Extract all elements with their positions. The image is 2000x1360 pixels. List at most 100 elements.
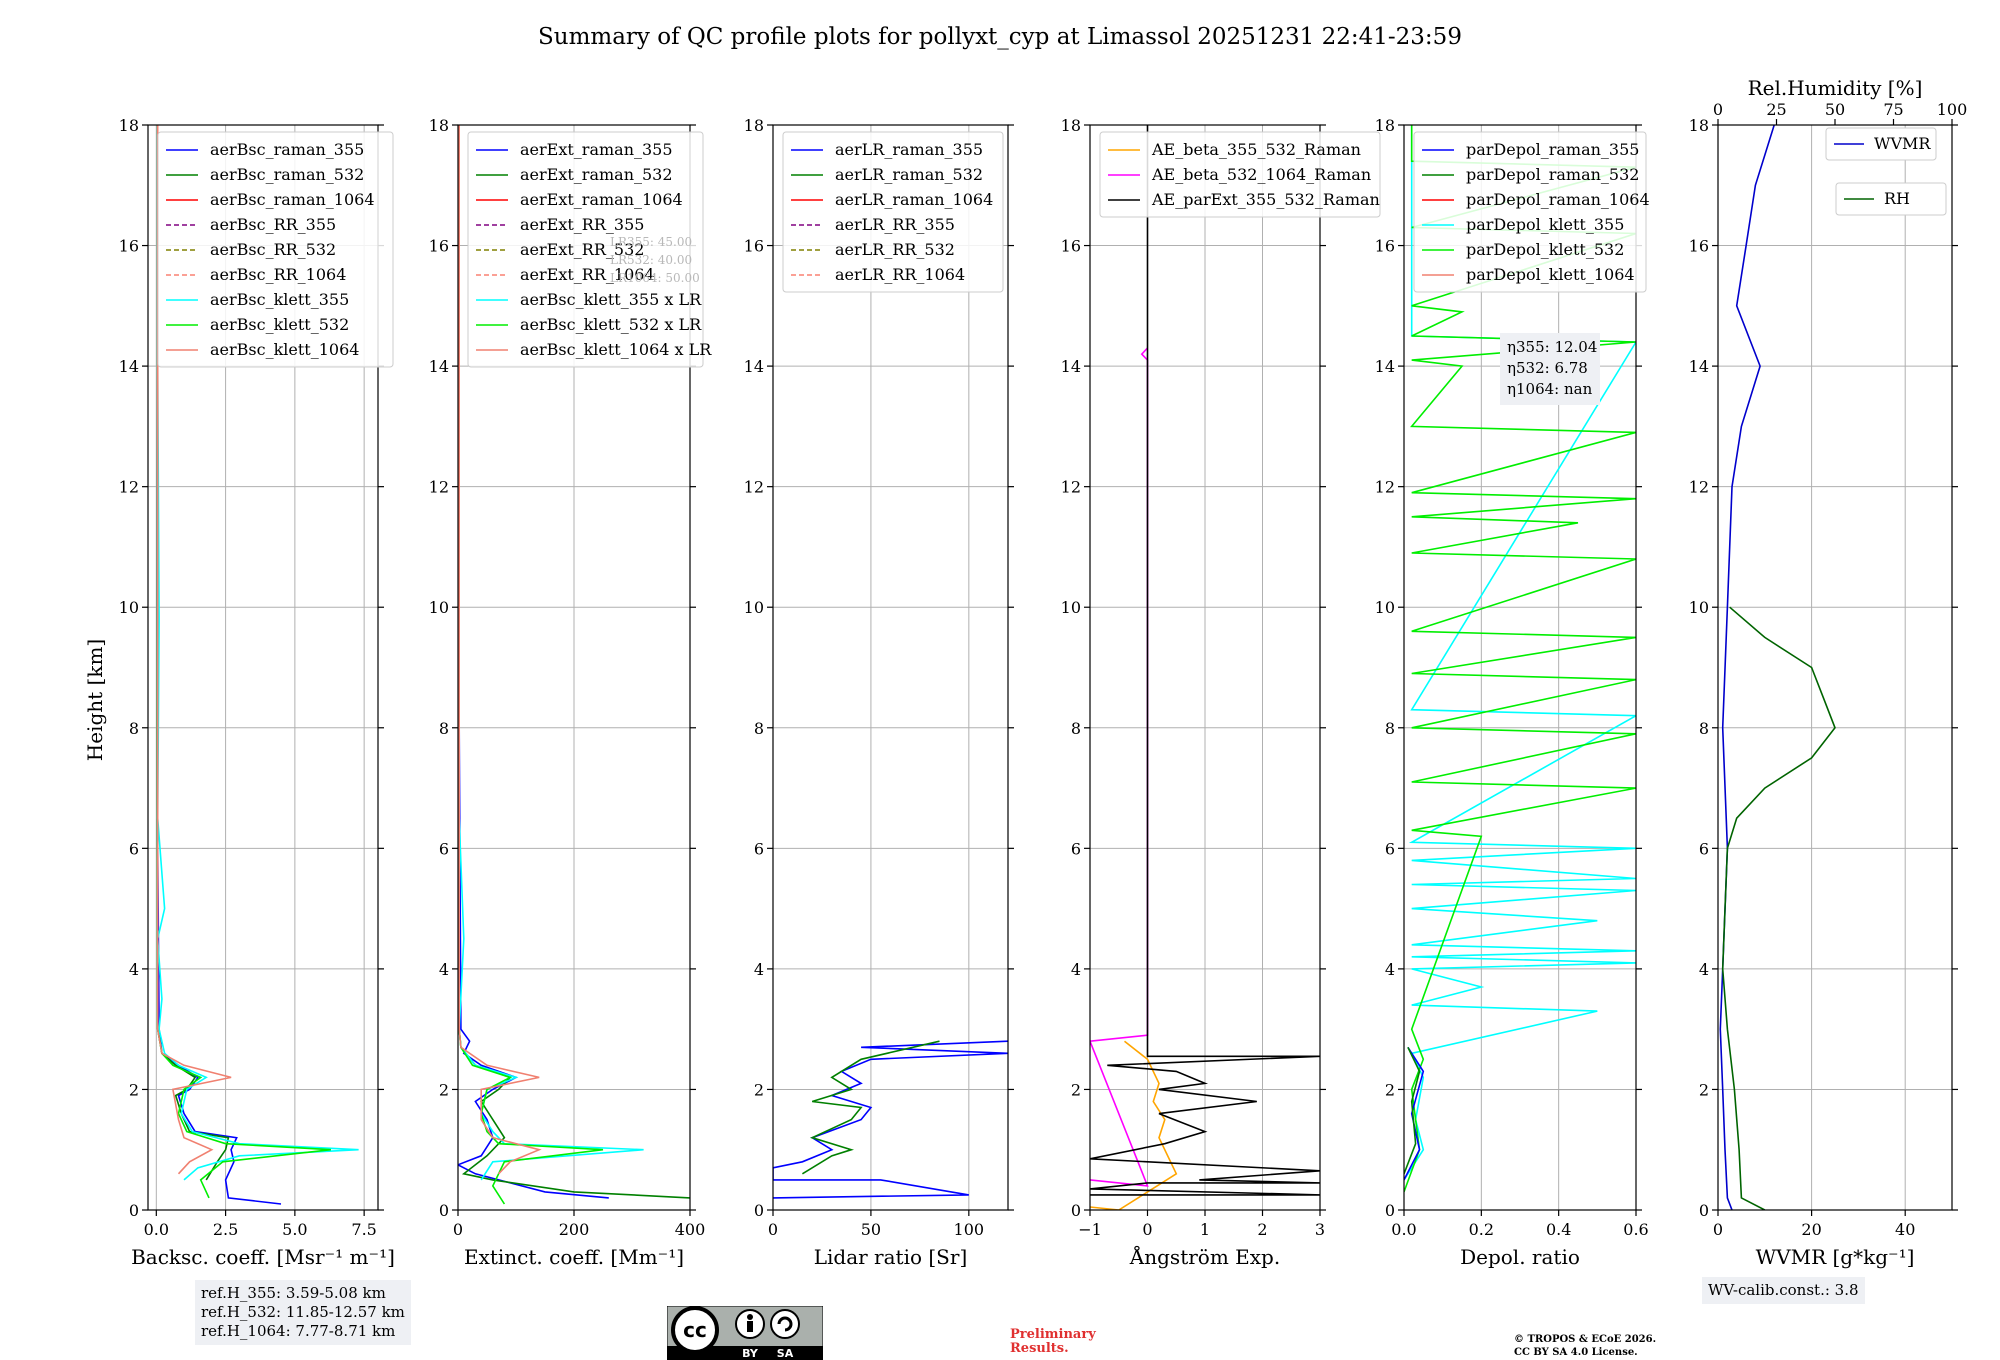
panel-depol: 0 2 4 6 8 10 12 14 16 18 0.0 0.2 0.4 0.6 Depol. ratio p… <box>1375 116 1650 1269</box>
legend-label: parDepol_raman_1064 <box>1466 190 1650 209</box>
y-tick-label: 2 <box>1071 1080 1081 1099</box>
legend-label: aerBsc_raman_532 <box>210 165 364 184</box>
y-tick-label: 2 <box>1385 1080 1395 1099</box>
x-axis-label: Lidar ratio [Sr] <box>814 1245 968 1269</box>
eta-label: η355: 12.04 <box>1507 338 1597 356</box>
legend-label: aerBsc_RR_355 <box>210 215 336 234</box>
y-tick-label: 0 <box>1699 1201 1709 1220</box>
legend-label: RH <box>1884 189 1910 208</box>
x-tick-label: 5.0 <box>282 1220 307 1239</box>
axes-frame <box>1717 124 1953 1211</box>
y-tick-label: 10 <box>429 598 449 617</box>
y-tick-label: 12 <box>119 478 139 497</box>
y-tick-label: 4 <box>439 960 449 979</box>
y-tick-label: 14 <box>1375 357 1395 376</box>
y-tick-label: 10 <box>119 598 139 617</box>
x-tick-label: 0.6 <box>1623 1220 1648 1239</box>
x-tick-label: 50 <box>861 1220 881 1239</box>
legend-label: aerExt_raman_355 <box>520 140 673 159</box>
y-tick-label: 8 <box>1071 719 1081 738</box>
x-tick-label: 1 <box>1200 1220 1210 1239</box>
legend-box <box>782 131 1004 293</box>
y-tick-label: 6 <box>1071 839 1081 858</box>
preliminary-line-1: Preliminary <box>1010 1327 1096 1342</box>
preliminary-line-2: Results. <box>1010 1341 1069 1356</box>
cc-by-label: BY <box>742 1347 759 1360</box>
lr-label: LR355: 45.00 <box>610 235 692 249</box>
copyright-line-1: © TROPOS & ECoE 2026. <box>1514 1334 1657 1345</box>
legend-box <box>1099 131 1381 218</box>
y-tick-label: 4 <box>1385 960 1395 979</box>
y-tick-label: 8 <box>754 719 764 738</box>
series-aerExt_raman_355 <box>458 125 609 1199</box>
legend-label: parDepol_raman_355 <box>1466 140 1639 159</box>
legend-label: aerBsc_raman_1064 <box>210 190 375 209</box>
eta-label: η1064: nan <box>1507 380 1593 398</box>
y-tick-label: 8 <box>129 719 139 738</box>
y-tick-label: 16 <box>744 237 764 256</box>
y-tick-label: 6 <box>129 839 139 858</box>
legend-label: aerBsc_klett_532 x LR <box>520 315 702 334</box>
y-tick-label: 10 <box>744 598 764 617</box>
legend-label: aerBsc_klett_1064 x LR <box>520 340 712 359</box>
legend-label: aerBsc_raman_355 <box>210 140 364 159</box>
x-tick-label: 2 <box>1257 1220 1267 1239</box>
x-tick-label: 0 <box>1713 1220 1723 1239</box>
y-tick-label: 14 <box>1061 357 1081 376</box>
y-tick-label: 6 <box>439 839 449 858</box>
panel-backscatter: 0 2 4 6 8 10 12 14 16 18 0.0 2.5 5.0 7.5 Backsc. coeff… <box>119 116 395 1269</box>
y-tick-label: 10 <box>1689 598 1709 617</box>
x-tick-label: 20 <box>1801 1220 1821 1239</box>
legend-box <box>467 131 704 368</box>
y-tick-label: 18 <box>1689 116 1709 135</box>
y-tick-label: 16 <box>119 237 139 256</box>
wv-calib-box: WV-calib.const.: 3.8 <box>1702 1277 1865 1304</box>
x-tick-label: 0 <box>453 1220 463 1239</box>
series-group <box>156 125 359 1205</box>
series-aerBsc_klett_1064 <box>156 125 232 1175</box>
legend-label: AE_beta_355_532_Raman <box>1151 140 1361 159</box>
y-tick-label: 0 <box>129 1201 139 1220</box>
ref-height-532: ref.H_532: 11.85-12.57 km <box>201 1303 405 1321</box>
y-tick-label: 18 <box>119 116 139 135</box>
x-tick-label: 0.4 <box>1546 1220 1571 1239</box>
legend-box <box>1825 127 1937 161</box>
y-tick-label: 10 <box>1375 598 1395 617</box>
series-parDepol_klett_532 <box>1404 125 1636 1193</box>
y-tick-label: 12 <box>1689 478 1709 497</box>
panel-lidar_ratio: 0 2 4 6 8 10 12 14 16 18 0 50 100 Lidar ratio [Sr] aer… <box>744 116 1014 1269</box>
y-tick-label: 8 <box>1385 719 1395 738</box>
ref-height-355: ref.H_355: 3.59-5.08 km <box>201 1284 386 1302</box>
y-tick-label: 14 <box>429 357 449 376</box>
series-AE_beta_532_1064_Raman <box>1090 347 1149 1187</box>
x2-tick-label: 75 <box>1883 100 1903 119</box>
y-tick-label: 8 <box>1699 719 1709 738</box>
x-tick-label: 40 <box>1895 1220 1915 1239</box>
legend-label: parDepol_klett_1064 <box>1466 265 1635 284</box>
x-tick-label: 3 <box>1315 1220 1325 1239</box>
legend-box <box>157 131 394 368</box>
eta-label: η532: 6.78 <box>1507 359 1588 377</box>
legend-label: aerBsc_klett_1064 <box>210 340 359 359</box>
legend-label: aerExt_raman_1064 <box>520 190 683 209</box>
legend-label: aerLR_RR_532 <box>835 240 955 259</box>
copyright-line-2: CC BY SA 4.0 License. <box>1514 1347 1638 1358</box>
y-tick-label: 12 <box>1061 478 1081 497</box>
svg-text:cc: cc <box>683 1318 707 1342</box>
y-tick-label: 16 <box>1061 237 1081 256</box>
y-tick-label: 18 <box>429 116 449 135</box>
legend-label: aerBsc_klett_532 <box>210 315 349 334</box>
x-axis-label: Depol. ratio <box>1460 1245 1580 1269</box>
y-tick-label: 4 <box>129 960 139 979</box>
legend-label: aerLR_raman_532 <box>835 165 983 184</box>
legend-label: parDepol_klett_355 <box>1466 215 1624 234</box>
y-tick-label: 0 <box>754 1201 764 1220</box>
series-group <box>1090 125 1320 1210</box>
lr-label: LR1064: 50.00 <box>610 271 700 285</box>
x-tick-label: 0.0 <box>1391 1220 1416 1239</box>
legend-label: aerLR_raman_1064 <box>835 190 993 209</box>
x-tick-label: 2.5 <box>213 1220 238 1239</box>
y-tick-label: 4 <box>754 960 764 979</box>
legend-label: aerExt_RR_532 <box>520 240 644 259</box>
cc-by-sa-logo: cc BY SA <box>667 1306 823 1360</box>
